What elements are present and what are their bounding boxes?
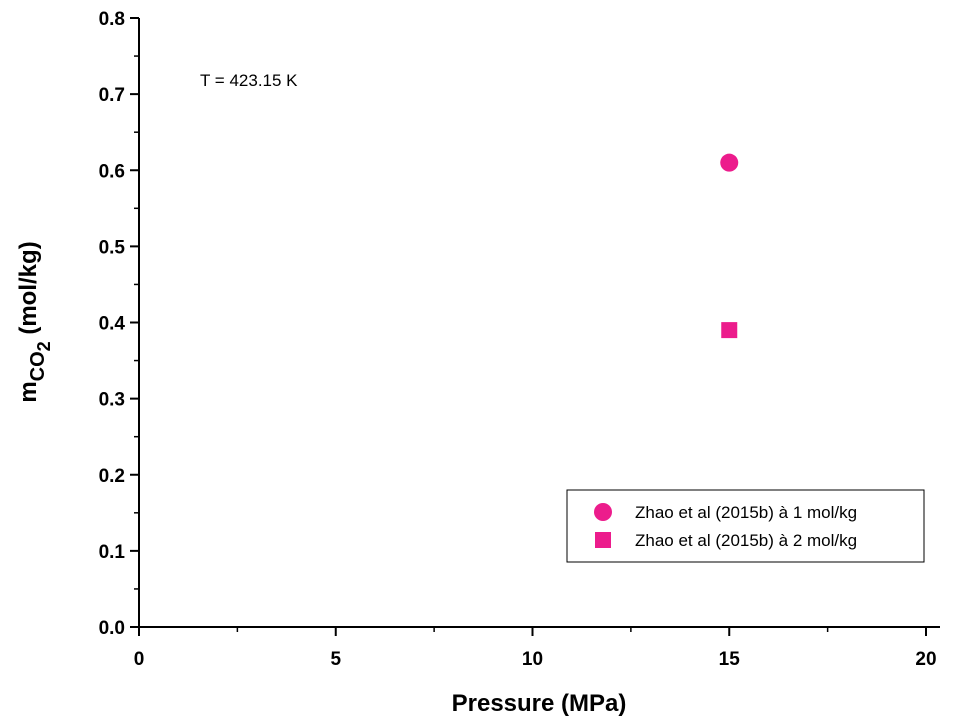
x-axis-title: Pressure (MPa) bbox=[452, 690, 627, 717]
x-tick-label: 5 bbox=[330, 649, 341, 670]
ticks bbox=[130, 17, 927, 636]
x-tick-label: 0 bbox=[134, 649, 145, 670]
y-tick-label: 0.5 bbox=[99, 237, 126, 258]
chart-annotation: T = 423.15 K bbox=[200, 71, 298, 90]
x-tick-label: 15 bbox=[719, 649, 741, 670]
data-point-circle bbox=[720, 153, 739, 172]
y-axis-title-main: m bbox=[15, 381, 42, 402]
y-tick-label: 0.6 bbox=[99, 161, 125, 182]
legend-box bbox=[566, 489, 925, 563]
tick-labels: 0 5 10 15 20 0.0 0.1 0.2 0.3 0.4 0.5 0.6 0.7 0.8 bbox=[99, 9, 937, 670]
y-tick-label: 0.4 bbox=[99, 314, 126, 335]
y-tick-label: 0.7 bbox=[99, 85, 125, 106]
x-tick-label: 10 bbox=[522, 649, 543, 670]
legend-label: Zhao et al (2015b) à 2 mol/kg bbox=[635, 531, 857, 550]
legend-marker-square bbox=[595, 532, 611, 548]
legend-label: Zhao et al (2015b) à 1 mol/kg bbox=[635, 503, 857, 522]
y-axis-title-sub: CO bbox=[27, 351, 49, 381]
y-tick-label: 0.8 bbox=[99, 9, 125, 30]
y-tick-label: 0.2 bbox=[99, 466, 125, 487]
data-point-square bbox=[721, 322, 738, 339]
y-tick-label: 0.3 bbox=[99, 390, 125, 411]
legend-marker-circle bbox=[594, 503, 612, 521]
y-axis-title-subsub: 2 bbox=[34, 341, 54, 351]
y-axis-title-rest: (mol/kg) bbox=[15, 241, 42, 341]
legend: Zhao et al (2015b) à 1 mol/kg Zhao et al … bbox=[566, 489, 925, 563]
legend-items: Zhao et al (2015b) à 1 mol/kg Zhao et al … bbox=[594, 503, 857, 550]
data-points bbox=[720, 153, 739, 339]
x-tick-label: 20 bbox=[915, 649, 936, 670]
y-tick-label: 0.0 bbox=[99, 618, 125, 639]
y-axis-title: mCO2 (mol/kg) bbox=[15, 241, 54, 402]
y-tick-label: 0.1 bbox=[99, 542, 126, 563]
